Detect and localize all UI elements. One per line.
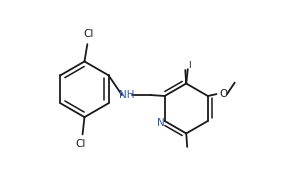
Text: Cl: Cl <box>76 139 86 149</box>
Text: O: O <box>219 89 227 99</box>
Text: l: l <box>189 61 191 70</box>
Text: NH: NH <box>119 90 134 100</box>
Text: Cl: Cl <box>84 29 94 39</box>
Text: N: N <box>157 118 165 128</box>
